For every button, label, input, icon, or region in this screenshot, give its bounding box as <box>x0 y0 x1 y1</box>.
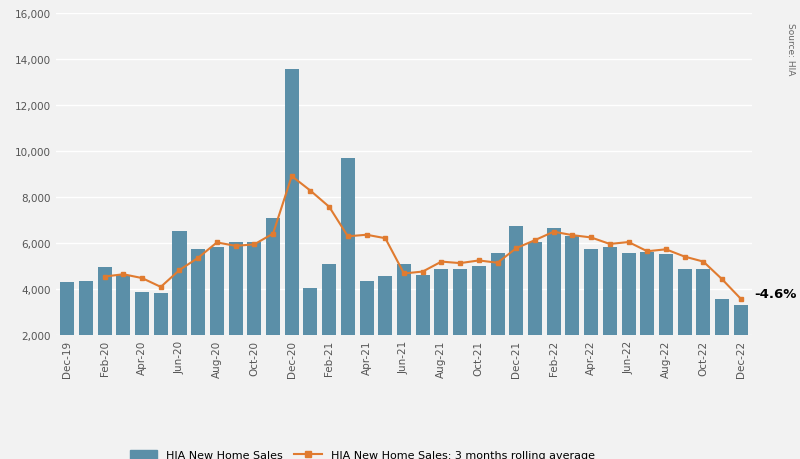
Bar <box>416 275 430 381</box>
Bar <box>359 281 374 381</box>
Bar <box>154 294 168 381</box>
Text: Source: HIA: Source: HIA <box>786 23 794 75</box>
Bar <box>135 293 149 381</box>
Bar <box>510 226 523 381</box>
Bar <box>79 281 93 381</box>
Bar <box>247 242 262 381</box>
Bar <box>191 249 206 381</box>
Bar <box>546 229 561 381</box>
Bar <box>322 264 336 381</box>
Bar <box>659 255 673 381</box>
Bar <box>453 269 467 381</box>
Bar <box>715 300 729 381</box>
Bar <box>173 232 186 381</box>
Bar <box>528 242 542 381</box>
Bar <box>98 267 112 381</box>
Legend: HIA New Home Sales, HIA New Home Sales: 3 months rolling average: HIA New Home Sales, HIA New Home Sales: … <box>125 445 599 459</box>
Bar <box>434 269 449 381</box>
Bar <box>116 275 130 381</box>
Bar <box>602 248 617 381</box>
Bar <box>734 305 748 381</box>
Bar <box>229 242 242 381</box>
Bar <box>378 276 392 381</box>
Bar <box>266 218 280 381</box>
Bar <box>640 252 654 381</box>
Bar <box>696 269 710 381</box>
Bar <box>584 249 598 381</box>
Bar <box>60 282 74 381</box>
Bar <box>566 236 579 381</box>
Text: -4.6%: -4.6% <box>754 287 796 300</box>
Bar <box>285 70 298 381</box>
Bar <box>622 253 635 381</box>
Bar <box>397 264 411 381</box>
Bar <box>472 266 486 381</box>
Bar <box>678 269 692 381</box>
Bar <box>210 248 224 381</box>
Bar <box>341 158 355 381</box>
Bar <box>490 253 505 381</box>
Bar <box>303 288 318 381</box>
